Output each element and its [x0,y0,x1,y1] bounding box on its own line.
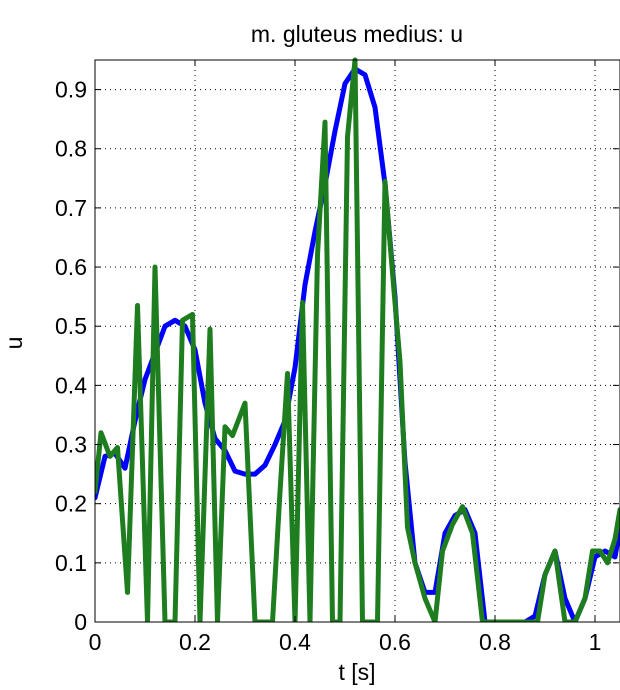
y-tick-label: 0.9 [55,77,87,103]
chart-title: m. gluteus medius: u [251,21,463,47]
series-line-2 [95,57,620,622]
x-tick-label: 1 [589,629,602,655]
series-layer [95,57,620,622]
y-tick-label: 0.3 [55,432,87,458]
x-tick-label: 0.4 [279,629,311,655]
x-tick-label: 0.2 [179,629,211,655]
y-tick-label: 0.8 [55,136,87,162]
x-tick-label: 0 [89,629,102,655]
y-axis-label: u [1,337,27,350]
x-tick-label: 0.8 [479,629,511,655]
y-tick-label: 0.2 [55,491,87,517]
tick-labels: 0 0.2 0.4 0.6 0.8 1 0 0.1 0.2 0.3 0.4 0.5 0.6 0.7 0.8 0… [55,77,601,655]
y-tick-label: 0.7 [55,195,87,221]
y-tick-label: 0.6 [55,254,87,280]
axis-ticks [94,60,619,623]
y-tick-label: 0.4 [55,372,87,398]
y-tick-label: 0 [74,609,87,635]
plot-frame [94,59,620,623]
y-tick-label: 0.1 [55,550,87,576]
x-axis-label: t [s] [338,659,375,685]
y-tick-label: 0.5 [55,313,87,339]
x-tick-label: 0.6 [379,629,411,655]
